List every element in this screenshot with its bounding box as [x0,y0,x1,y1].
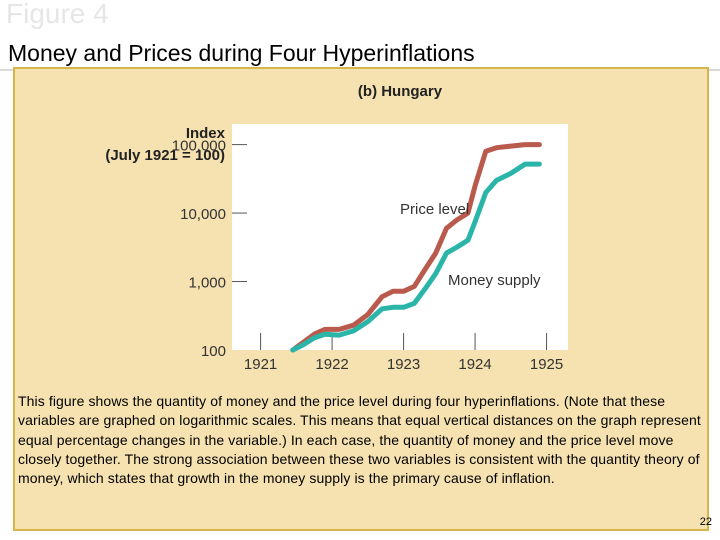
y-tick-label: 10,000 [180,206,226,223]
x-tick-label: 1925 [530,356,563,373]
slide-title: Money and Prices during Four Hyperinflat… [8,40,475,66]
x-tick-label: 1924 [458,356,491,373]
y-tick-label: 100,000 [172,138,226,155]
page-number: 22 [699,516,712,528]
figure-caption: This figure shows the quantity of money … [18,393,701,487]
x-tick-label: 1922 [315,356,348,373]
plot-area [232,124,568,350]
price-level-annotation: Price level [400,201,469,218]
x-tick-label: 1921 [244,356,277,373]
chart-subtitle: (b) Hungary [358,83,443,100]
y-axis: 100 1,000 10,000 100,000 [172,138,247,360]
y-axis-label-line1: Index [186,125,226,142]
y-tick-label: 100 [201,343,226,360]
y-axis-label-line2: (July 1921 = 100) [105,147,225,164]
figure-label: Figure 4 [6,0,109,29]
money-supply-line [290,161,542,353]
series [290,142,542,353]
price-level-line [290,142,542,353]
x-axis: 1921 1922 1923 1924 1925 [244,333,563,373]
x-tick-label: 1923 [387,356,420,373]
money-supply-annotation: Money supply [448,272,541,289]
y-tick-label: 1,000 [188,275,226,292]
